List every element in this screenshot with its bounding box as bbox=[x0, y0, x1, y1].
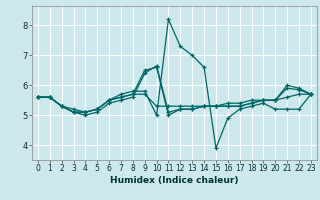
X-axis label: Humidex (Indice chaleur): Humidex (Indice chaleur) bbox=[110, 176, 239, 185]
